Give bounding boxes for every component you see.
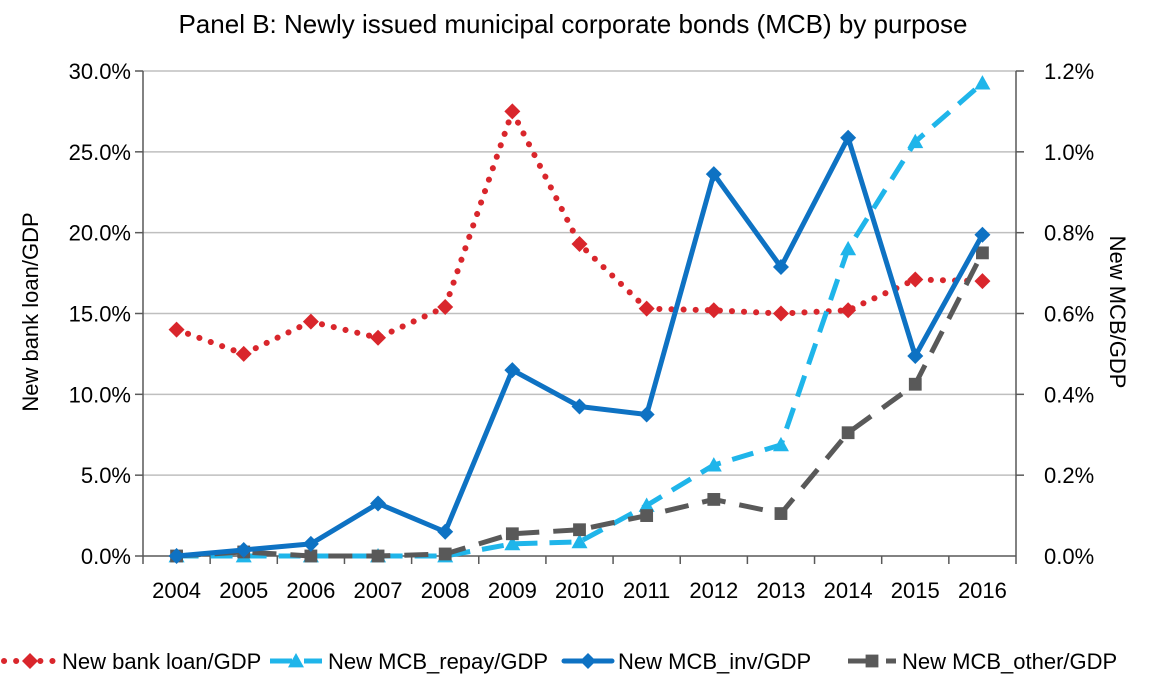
x-tick-label: 2012 xyxy=(689,578,738,603)
x-tick-label: 2016 xyxy=(958,578,1007,603)
legend-item: New MCB_inv/GDP xyxy=(561,649,811,674)
diamond-marker xyxy=(772,259,789,276)
triangle-marker xyxy=(288,653,304,668)
y-tick-label: 30.0% xyxy=(69,59,131,84)
x-tick-label: 2006 xyxy=(286,578,335,603)
diamond-marker xyxy=(235,345,252,362)
y2-tick-label: 0.8% xyxy=(1044,221,1094,246)
square-marker xyxy=(841,426,855,440)
x-tick-label: 2004 xyxy=(152,578,201,603)
y2-tick-label: 0.4% xyxy=(1044,382,1094,407)
legend-label: New bank loan/GDP xyxy=(62,649,261,674)
y2-tick-label: 1.2% xyxy=(1044,59,1094,84)
diamond-marker xyxy=(504,362,521,379)
diamond-marker xyxy=(437,299,454,316)
diamond-marker xyxy=(840,129,857,146)
diamond-marker xyxy=(705,166,722,183)
y-tick-label: 15.0% xyxy=(69,302,131,327)
square-marker xyxy=(304,549,318,563)
x-tick-label: 2015 xyxy=(891,578,940,603)
y-tick-label: 25.0% xyxy=(69,140,131,165)
diamond-marker xyxy=(370,495,387,512)
x-tick-label: 2009 xyxy=(488,578,537,603)
diamond-marker xyxy=(638,300,655,317)
triangle-marker xyxy=(504,535,521,551)
legend-label: New MCB_other/GDP xyxy=(902,649,1117,674)
y2-axis-title: New MCB/GDP xyxy=(1105,236,1130,389)
square-marker xyxy=(707,493,721,506)
diamond-marker xyxy=(772,305,789,322)
y-tick-label: 20.0% xyxy=(69,221,131,246)
y2-tick-label: 0.2% xyxy=(1044,463,1094,488)
square-marker xyxy=(371,549,385,563)
legend-item: New bank loan/GDP xyxy=(1,649,261,674)
y-tick-label: 0.0% xyxy=(81,544,131,569)
legend-label: New MCB_inv/GDP xyxy=(618,649,811,674)
y2-tick-label: 0.6% xyxy=(1044,302,1094,327)
diamond-marker xyxy=(504,103,521,120)
y2-tick-label: 0.0% xyxy=(1044,544,1094,569)
diamond-marker xyxy=(571,235,588,252)
triangle-marker xyxy=(907,133,924,149)
y-tick-label: 10.0% xyxy=(69,382,131,407)
diamond-marker xyxy=(907,271,924,288)
x-tick-label: 2013 xyxy=(756,578,805,603)
series-line xyxy=(176,81,985,559)
triangle-marker xyxy=(638,497,655,512)
triangle-marker xyxy=(974,75,991,90)
x-tick-label: 2010 xyxy=(555,578,604,603)
y-axis-title: New bank loan/GDP xyxy=(18,212,43,411)
square-marker xyxy=(976,246,989,260)
diamond-marker xyxy=(974,226,991,243)
triangle-marker xyxy=(705,457,722,472)
diamond-marker xyxy=(302,313,319,330)
diamond-marker xyxy=(168,321,185,338)
legend-item: New MCB_repay/GDP xyxy=(270,649,548,674)
x-tick-label: 2008 xyxy=(421,578,470,603)
x-tick-label: 2014 xyxy=(824,578,873,603)
square-marker xyxy=(640,509,654,522)
diamond-marker xyxy=(370,329,387,346)
y-tick-label: 5.0% xyxy=(81,463,131,488)
y2-tick-label: 1.0% xyxy=(1044,140,1094,165)
triangle-marker xyxy=(571,533,588,549)
series-line xyxy=(174,135,985,559)
diamond-marker xyxy=(168,548,185,564)
square-marker xyxy=(774,507,788,520)
chart-title: Panel B: Newly issued municipal corporat… xyxy=(178,9,967,39)
legend-item: New MCB_other/GDP xyxy=(848,649,1117,674)
diamond-marker xyxy=(638,406,655,423)
x-tick-label: 2011 xyxy=(623,578,670,603)
square-marker xyxy=(908,377,922,391)
x-tick-label: 2007 xyxy=(354,578,403,603)
square-marker xyxy=(865,654,879,668)
diamond-marker xyxy=(705,302,722,319)
triangle-marker xyxy=(840,240,857,256)
diamond-marker xyxy=(302,535,319,552)
diamond-marker xyxy=(437,523,454,540)
diamond-marker xyxy=(580,653,596,669)
square-marker xyxy=(573,523,586,537)
diamond-marker xyxy=(571,398,588,415)
diamond-marker xyxy=(235,541,252,558)
x-tick-label: 2005 xyxy=(219,578,268,603)
diamond-marker xyxy=(22,653,38,669)
square-marker xyxy=(505,527,519,541)
diamond-marker xyxy=(840,302,857,319)
diamond-marker xyxy=(974,273,991,290)
legend-label: New MCB_repay/GDP xyxy=(328,649,548,674)
triangle-marker xyxy=(772,436,789,452)
diamond-marker xyxy=(907,347,924,364)
square-marker xyxy=(438,547,452,561)
